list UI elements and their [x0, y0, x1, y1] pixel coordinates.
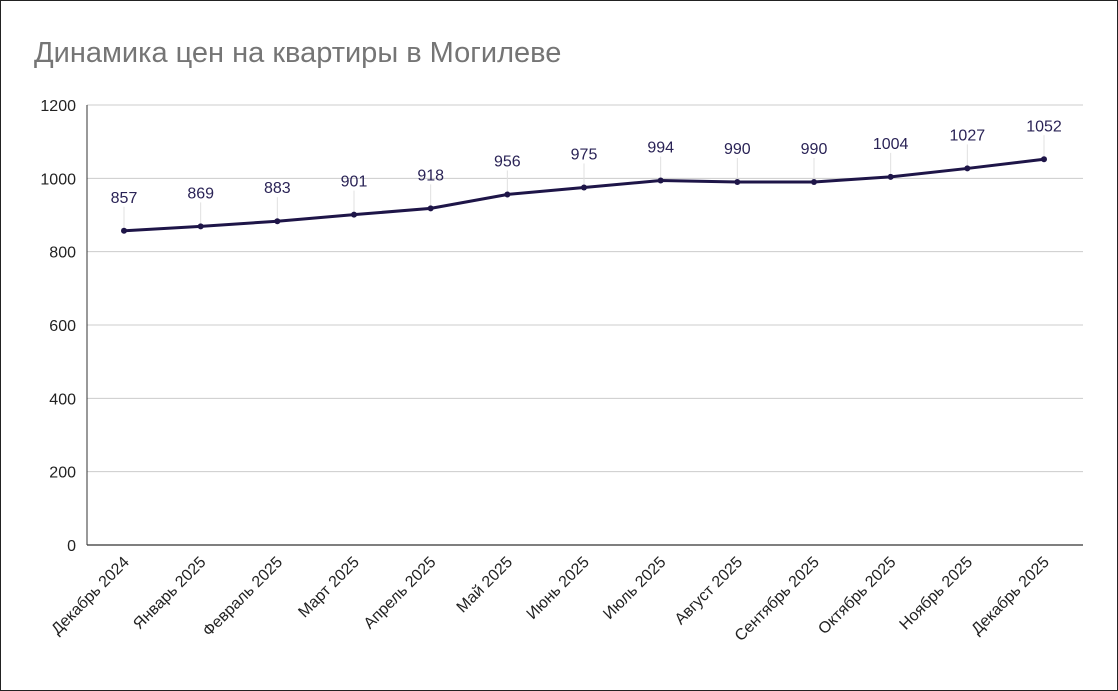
data-point — [121, 227, 127, 234]
x-tick-label: Апрель 2025 — [361, 554, 440, 633]
data-point — [964, 165, 971, 172]
data-label: 1052 — [1026, 118, 1062, 135]
data-point — [197, 223, 204, 230]
data-label: 994 — [647, 140, 674, 157]
x-tick-label: Август 2025 — [672, 554, 746, 628]
x-tick-label: Октябрь 2025 — [815, 554, 899, 638]
data-point — [504, 191, 511, 198]
y-tick-label: 1000 — [40, 171, 76, 188]
x-tick-label: Ноябрь 2025 — [897, 554, 977, 634]
data-label: 901 — [341, 174, 368, 191]
data-point — [1041, 156, 1047, 163]
x-tick-label: Сентябрь 2025 — [732, 554, 823, 645]
data-point — [351, 211, 357, 218]
y-tick-label: 800 — [49, 245, 76, 262]
data-label: 918 — [417, 167, 444, 184]
data-label: 990 — [801, 141, 828, 158]
x-tick-label: Февраль 2025 — [200, 554, 286, 640]
y-tick-label: 0 — [67, 538, 76, 555]
data-point — [657, 177, 664, 184]
x-tick-label: Май 2025 — [454, 554, 517, 617]
x-tick-label: Июль 2025 — [600, 554, 669, 623]
data-label: 857 — [111, 190, 138, 207]
y-tick-label: 1200 — [40, 98, 76, 115]
data-label: 956 — [494, 153, 521, 170]
x-tick-label: Декабрь 2025 — [968, 554, 1053, 639]
data-label: 869 — [187, 185, 214, 202]
data-point — [811, 179, 817, 185]
x-tick-label: Декабрь 2024 — [48, 554, 133, 639]
data-point — [274, 218, 281, 225]
data-label: 883 — [264, 180, 291, 197]
data-label: 1027 — [950, 127, 986, 144]
x-tick-label: Июнь 2025 — [524, 554, 593, 623]
data-point — [887, 173, 894, 180]
y-tick-label: 200 — [49, 465, 76, 482]
x-tick-label: Март 2025 — [295, 554, 362, 621]
data-label: 975 — [571, 147, 598, 164]
chart-title: Динамика цен на квартиры в Могилеве — [34, 37, 562, 69]
y-tick-label: 400 — [49, 391, 76, 408]
y-tick-label: 600 — [49, 318, 76, 335]
data-point — [581, 184, 587, 191]
data-label: 1004 — [873, 136, 909, 153]
x-tick-label: Январь 2025 — [130, 554, 209, 633]
data-label: 990 — [724, 141, 751, 158]
data-point — [734, 179, 741, 185]
data-point — [427, 205, 434, 212]
